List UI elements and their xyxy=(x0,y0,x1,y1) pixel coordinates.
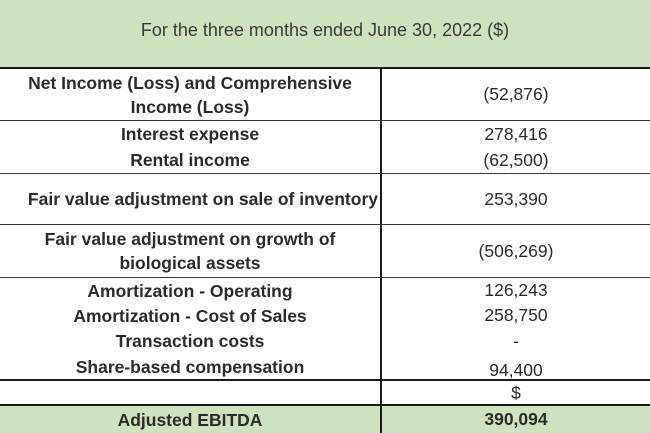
row-label: Amortization - Operating xyxy=(87,280,293,301)
table-row: Interest expense 278,416 xyxy=(0,121,650,147)
divider xyxy=(0,173,650,174)
table-row: Share-based compensation 94,400 xyxy=(0,354,650,380)
divider xyxy=(0,120,650,121)
period-title: For the three months ended June 30, 2022… xyxy=(140,20,510,40)
row-label: Transaction costs xyxy=(115,331,265,351)
total-value: 390,094 xyxy=(380,406,650,433)
divider xyxy=(0,404,650,406)
table-row: Rental income (62,500) xyxy=(0,147,650,173)
table-row: Net Income (Loss) and Comprehensive Inco… xyxy=(0,69,650,120)
total-label: Adjusted EBITDA xyxy=(117,409,263,430)
table-row: Transaction costs - xyxy=(0,328,650,354)
divider xyxy=(0,379,650,381)
table-row: Fair value adjustment on sale of invento… xyxy=(0,174,650,224)
row-value: 258,750 xyxy=(380,303,650,328)
row-value: 278,416 xyxy=(380,121,650,147)
table-row: $ xyxy=(0,381,650,405)
row-label: Amortization - Cost of Sales xyxy=(73,305,307,326)
row-label: Interest expense xyxy=(120,124,260,144)
table-header: For the three months ended June 30, 2022… xyxy=(0,0,650,67)
row-value: (62,500) xyxy=(380,147,650,173)
row-label-line: Net Income (Loss) and Comprehensive xyxy=(28,72,352,93)
divider xyxy=(0,224,650,225)
row-label-line: biological assets xyxy=(119,253,261,273)
row-value: 94,400 xyxy=(380,354,650,380)
row-label-line: Income (Loss) xyxy=(130,96,250,117)
table-row: Fair value adjustment on growth of biolo… xyxy=(0,225,650,277)
row-label: Fair value adjustment on growth of biolo… xyxy=(0,225,380,277)
row-label: Rental income xyxy=(130,150,250,170)
divider xyxy=(0,277,650,278)
total-row: Adjusted EBITDA 390,094 xyxy=(0,406,650,433)
row-value: (506,269) xyxy=(380,225,650,277)
row-label: Fair value adjustment on sale of invento… xyxy=(27,189,378,209)
row-value: (52,876) xyxy=(380,69,650,120)
currency-symbol: $ xyxy=(380,381,650,405)
total-row-background xyxy=(0,406,650,433)
row-value: 126,243 xyxy=(380,278,650,303)
row-label: Share-based compensation xyxy=(75,357,305,377)
row-label-line: Fair value adjustment on growth of xyxy=(44,229,336,249)
table-row: Amortization - Cost of Sales 258,750 xyxy=(0,303,650,328)
row-value: 253,390 xyxy=(380,174,650,224)
table-row: Amortization - Operating 126,243 xyxy=(0,278,650,303)
row-label: Net Income (Loss) and Comprehensive Inco… xyxy=(0,69,380,120)
row-value: - xyxy=(380,328,650,354)
divider xyxy=(0,67,650,69)
